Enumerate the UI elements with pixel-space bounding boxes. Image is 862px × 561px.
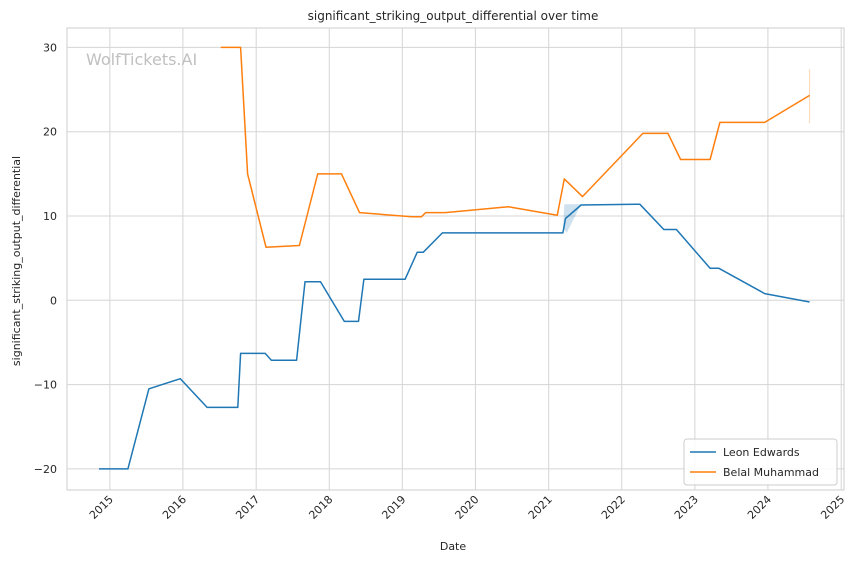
y-tick-label: 10 xyxy=(43,210,57,223)
x-tick-label: 2015 xyxy=(87,493,116,522)
y-tick-label: 20 xyxy=(43,126,57,139)
legend: Leon Edwards Belal Muhammad xyxy=(683,438,838,486)
y-tick-label: 0 xyxy=(50,294,57,307)
y-tick-label: −20 xyxy=(34,463,57,476)
leon-edwards-band xyxy=(562,204,582,233)
y-axis-ticks: −20 −10 0 10 20 30 xyxy=(34,41,57,476)
legend-label: Belal Muhammad xyxy=(723,466,819,479)
x-tick-label: 2018 xyxy=(306,493,335,522)
x-axis-ticks: 2015 2016 2017 2018 2019 2020 2021 2022 2023 2024… xyxy=(87,493,847,522)
x-tick-label: 2023 xyxy=(672,493,701,522)
x-tick-label: 2017 xyxy=(233,493,262,522)
watermark: WolfTickets.AI xyxy=(86,50,197,69)
series-line-leon-edwards xyxy=(99,203,810,470)
x-tick-label: 2021 xyxy=(526,493,555,522)
x-tick-label: 2025 xyxy=(818,493,847,522)
series-line-belal-muhammad xyxy=(220,46,810,248)
y-axis-label: significant_striking_output_differential xyxy=(10,156,23,366)
x-tick-label: 2019 xyxy=(379,493,408,522)
legend-label: Leon Edwards xyxy=(723,446,800,459)
y-tick-label: −10 xyxy=(34,379,57,392)
x-tick-label: 2020 xyxy=(453,493,482,522)
x-tick-label: 2022 xyxy=(599,493,628,522)
plot-area xyxy=(66,27,845,491)
x-axis-label: Date xyxy=(440,540,467,553)
chart-title: significant_striking_output_differential… xyxy=(308,9,599,23)
grid xyxy=(67,28,844,490)
x-tick-label: 2024 xyxy=(745,493,774,522)
x-tick-label: 2016 xyxy=(160,493,189,522)
plot-frame xyxy=(66,27,845,491)
y-tick-label: 30 xyxy=(43,41,57,54)
legend-box xyxy=(683,438,838,486)
series-lines xyxy=(99,46,810,470)
